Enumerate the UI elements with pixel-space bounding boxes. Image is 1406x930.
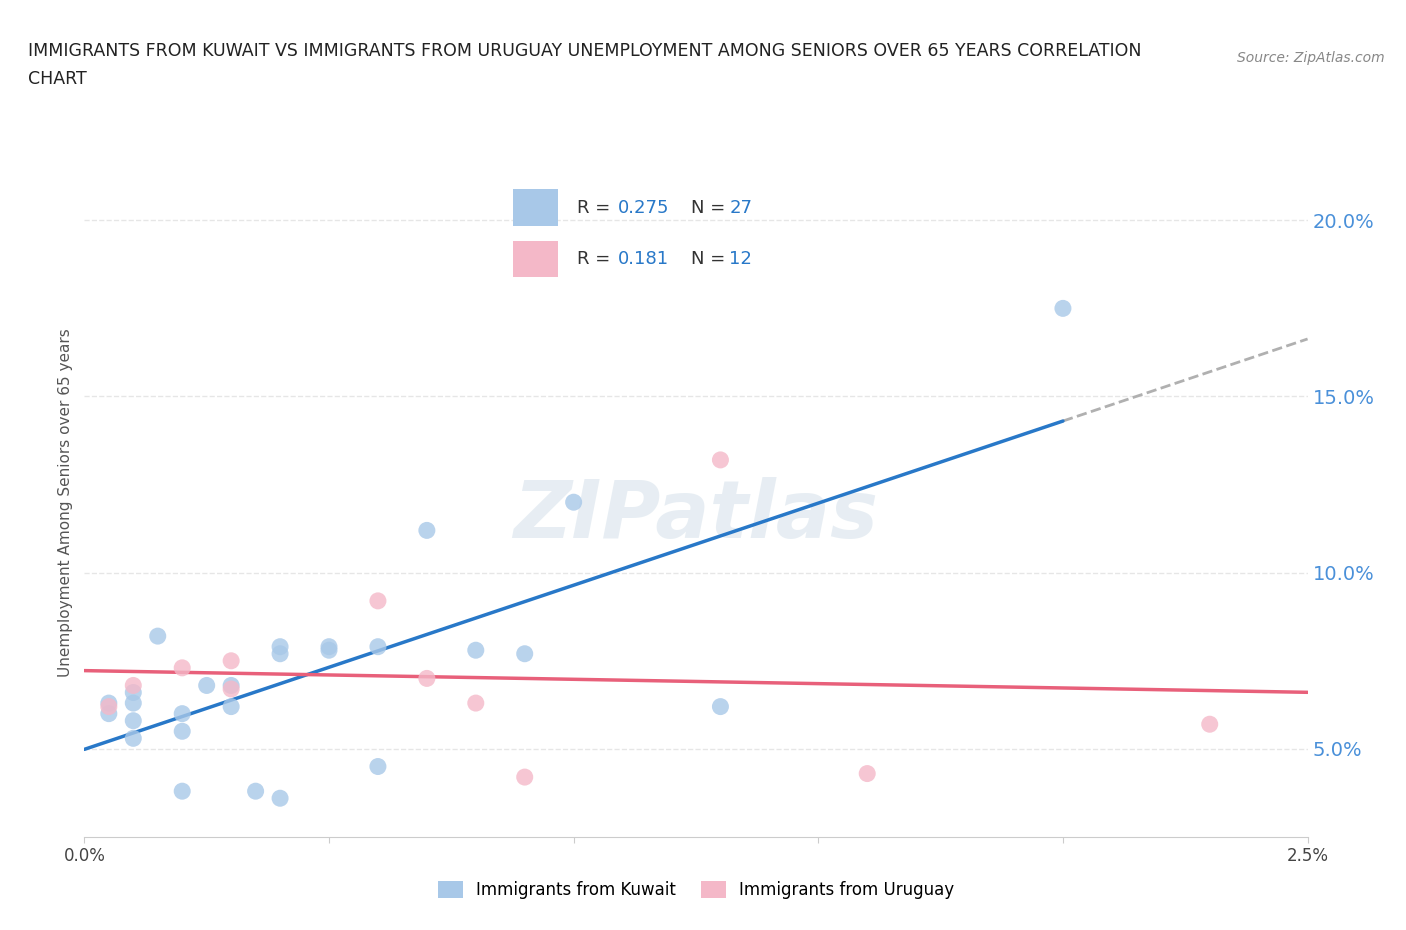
Text: CHART: CHART [28, 70, 87, 87]
Text: ZIPatlas: ZIPatlas [513, 476, 879, 554]
Point [367, 759, 389, 774]
Point [122, 678, 145, 693]
Point [1052, 301, 1074, 316]
Point [172, 660, 194, 675]
Point [513, 770, 536, 785]
Point [122, 713, 145, 728]
Point [1198, 717, 1220, 732]
Point [219, 654, 242, 669]
Text: Source: ZipAtlas.com: Source: ZipAtlas.com [1237, 51, 1385, 65]
Point [513, 646, 536, 661]
Point [464, 643, 486, 658]
Point [172, 706, 194, 721]
Point [269, 790, 291, 805]
Point [367, 639, 389, 654]
Y-axis label: Unemployment Among Seniors over 65 years: Unemployment Among Seniors over 65 years [58, 328, 73, 677]
Point [367, 593, 389, 608]
Point [709, 699, 731, 714]
Point [97, 706, 120, 721]
Point [318, 643, 340, 658]
Point [219, 678, 242, 693]
Point [416, 523, 439, 538]
Point [245, 784, 267, 799]
Point [219, 682, 242, 697]
Point [318, 639, 340, 654]
Point [122, 696, 145, 711]
Point [97, 696, 120, 711]
Point [269, 639, 291, 654]
Point [122, 685, 145, 700]
Point [195, 678, 218, 693]
Point [122, 731, 145, 746]
Point [172, 784, 194, 799]
Legend: Immigrants from Kuwait, Immigrants from Uruguay: Immigrants from Kuwait, Immigrants from … [432, 874, 960, 906]
Point [562, 495, 585, 510]
Point [219, 699, 242, 714]
Text: IMMIGRANTS FROM KUWAIT VS IMMIGRANTS FROM URUGUAY UNEMPLOYMENT AMONG SENIORS OVE: IMMIGRANTS FROM KUWAIT VS IMMIGRANTS FRO… [28, 42, 1142, 60]
Point [269, 646, 291, 661]
Point [416, 671, 439, 685]
Point [856, 766, 879, 781]
Point [464, 696, 486, 711]
Point [172, 724, 194, 738]
Point [97, 699, 120, 714]
Point [146, 629, 169, 644]
Point [709, 453, 731, 468]
